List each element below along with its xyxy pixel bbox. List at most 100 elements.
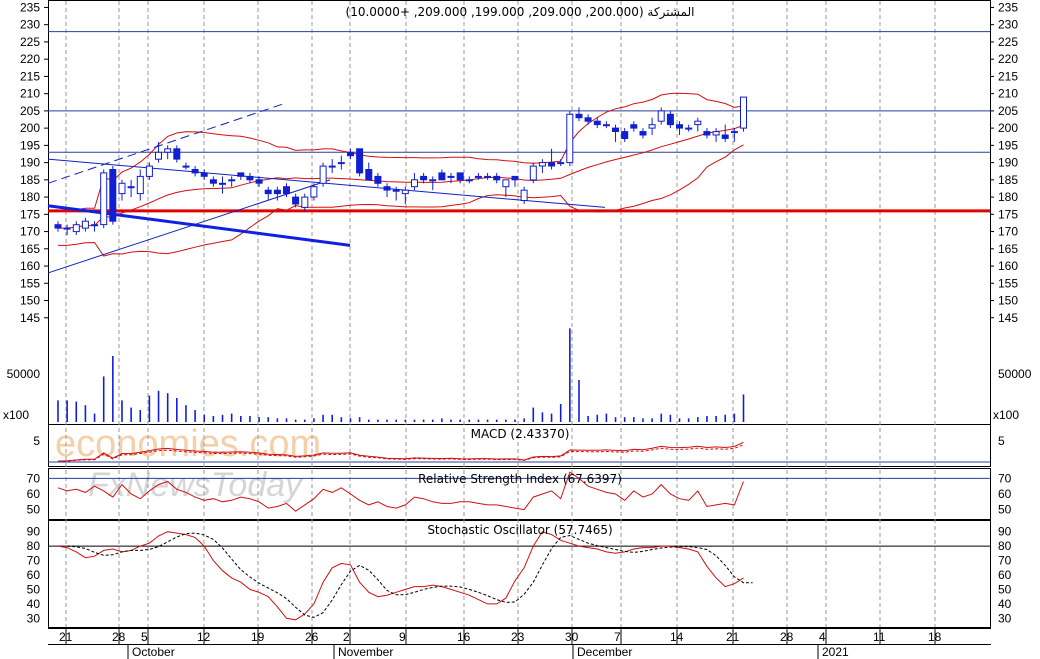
stoch-tick-left: 80: [27, 539, 41, 553]
candle-55: [557, 162, 565, 165]
candle-31: [337, 162, 345, 165]
candle-74: [730, 131, 738, 134]
candle-34: [365, 169, 373, 181]
month-label: 2021: [822, 645, 849, 659]
candle-73: [721, 134, 729, 139]
date-tick-label: 28: [112, 630, 126, 644]
rsi-tick-left: 70: [27, 471, 41, 485]
price-tick-left: 150: [20, 294, 40, 308]
stoch-tick-right: 30: [998, 611, 1012, 625]
date-tick-label: 21: [726, 630, 740, 644]
price-tick-right: 165: [998, 242, 1018, 256]
candle-19: [228, 179, 236, 182]
price-tick-left: 225: [20, 35, 40, 49]
candle-49: [502, 179, 510, 188]
price-tick-right: 160: [998, 259, 1018, 273]
down-trend-line: [47, 204, 351, 247]
volume-bars: [57, 328, 745, 422]
candle-14: [182, 165, 190, 168]
date-tick-label: 16: [457, 630, 471, 644]
date-tick-label: 5: [141, 630, 148, 644]
rsi-tick-right: 70: [998, 471, 1012, 485]
svg-text:FxNewsToday: FxNewsToday: [88, 466, 304, 504]
price-tick-right: 215: [998, 69, 1018, 83]
stochastic-label: Stochastic Oscillator (57.7465): [427, 523, 612, 537]
month-label: December: [577, 645, 632, 659]
date-tick-label: 4: [819, 630, 826, 644]
rsi-line: [57, 471, 744, 512]
volume-unit-left: x100: [3, 408, 29, 422]
price-tick-right: 155: [998, 276, 1018, 290]
candle-27: [301, 196, 309, 208]
date-tick-label: 12: [197, 630, 211, 644]
candle-44: [456, 172, 464, 181]
price-tick-left: 200: [20, 121, 40, 135]
candle-64: [639, 131, 647, 136]
price-tick-left: 185: [20, 173, 40, 187]
price-tick-right: 145: [998, 311, 1018, 325]
candle-13: [173, 148, 181, 160]
candle-67: [666, 113, 674, 126]
price-tick-left: 220: [20, 52, 40, 66]
candle-4: [91, 224, 99, 227]
date-tick-label: 21: [59, 630, 73, 644]
stoch-tick-left: 40: [27, 597, 41, 611]
candle-41: [429, 179, 437, 182]
date-tick-label: 30: [565, 630, 579, 644]
candle-47: [484, 175, 492, 178]
candle-5: [100, 172, 108, 226]
price-tick-right: 180: [998, 190, 1018, 204]
date-tick-label: 19: [251, 630, 265, 644]
candle-53: [538, 162, 546, 167]
candle-29: [319, 165, 327, 184]
price-tick-right: 225: [998, 35, 1018, 49]
candle-35: [374, 175, 382, 184]
candle-50: [511, 175, 519, 181]
price-tick-left: 210: [20, 87, 40, 101]
bollinger-upper: [58, 92, 744, 212]
candle-8: [127, 186, 135, 189]
rsi-panel: 70 70 60 60 50 50: [27, 471, 1012, 517]
chart-title: المشتركة (200.000, 209.000, 199.000, 209…: [346, 5, 695, 20]
candle-57: [575, 113, 583, 119]
candle-43: [447, 175, 455, 178]
price-tick-right: 210: [998, 87, 1018, 101]
bollinger-bands: [58, 92, 744, 257]
candle-7: [118, 182, 126, 195]
stoch-tick-right: 70: [998, 554, 1012, 568]
candle-18: [219, 182, 226, 185]
candle-66: [657, 110, 665, 122]
stoch-tick-left: 60: [27, 568, 41, 582]
candle-28: [310, 186, 318, 198]
date-tick-label: 18: [928, 630, 942, 644]
stoch-tick-right: 60: [998, 568, 1012, 582]
candle-16: [200, 172, 208, 177]
stoch-tick-left: 70: [27, 554, 41, 568]
date-tick-label: 26: [305, 630, 319, 644]
candle-20: [237, 172, 245, 177]
macd-label: MACD (2.43370): [471, 427, 570, 441]
candle-60: [602, 124, 610, 127]
horizontal-lines: [48, 31, 990, 213]
date-tick-label: 28: [780, 630, 794, 644]
stoch-k-line: [57, 531, 744, 621]
price-tick-right: 175: [998, 207, 1018, 221]
price-tick-right: 230: [998, 18, 1018, 32]
candle-59: [593, 120, 601, 126]
candle-12: [164, 148, 172, 153]
price-tick-left: 175: [20, 207, 40, 221]
rsi-label: Relative Strength Index (67.6397): [418, 472, 622, 486]
price-tick-left: 230: [20, 18, 40, 32]
grid: [65, 1, 936, 627]
price-tick-left: 160: [20, 259, 40, 273]
candle-0: [54, 224, 62, 229]
stoch-tick-right: 80: [998, 539, 1012, 553]
candle-1: [63, 227, 71, 230]
price-tick-left: 195: [20, 138, 40, 152]
stoch-tick-left: 90: [27, 525, 41, 539]
date-tick-label: 23: [511, 630, 525, 644]
svg-text:economies.com: economies.com: [55, 423, 321, 465]
price-tick-right: 150: [998, 294, 1018, 308]
candle-70: [694, 120, 702, 126]
